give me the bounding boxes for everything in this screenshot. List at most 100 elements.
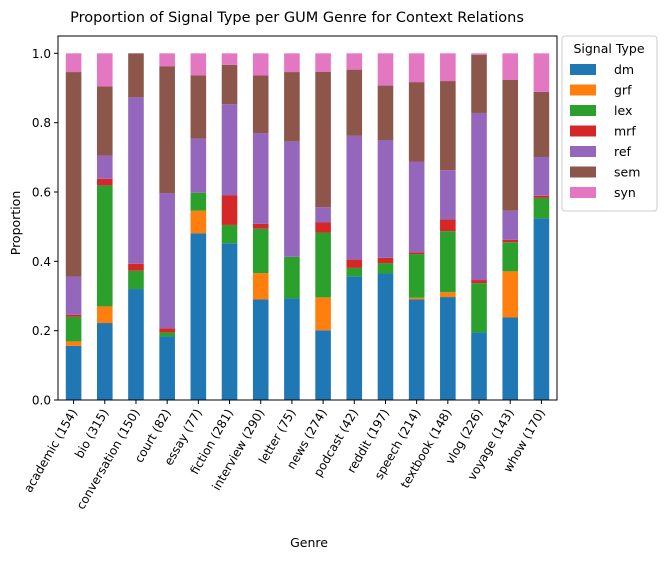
plot-frame bbox=[57, 35, 558, 401]
bar-segment-ref bbox=[440, 170, 456, 220]
bar-segment-dm bbox=[502, 317, 519, 400]
bar-segment-dm bbox=[96, 323, 113, 400]
bar-segment-ref bbox=[159, 193, 175, 329]
bar-segment-sem bbox=[408, 82, 425, 162]
x-axis-label: Genre bbox=[290, 535, 328, 550]
bar-segment-ref bbox=[190, 138, 207, 193]
bar-segment-mrf bbox=[159, 328, 175, 333]
bar-segment-ref bbox=[315, 207, 331, 223]
bar-segment-lex bbox=[533, 197, 550, 219]
legend-swatch-mrf bbox=[570, 125, 596, 137]
bar-segment-sem bbox=[284, 72, 300, 142]
bar-segment-lex bbox=[377, 263, 394, 274]
bar-segment-mrf bbox=[346, 259, 363, 268]
y-tick-label: 0.0 bbox=[32, 394, 51, 408]
legend: Signal Type dm grf lex mrf ref sem syn bbox=[561, 35, 658, 212]
legend-swatch-grf bbox=[570, 84, 596, 96]
bar-segment-sem bbox=[96, 86, 113, 156]
legend-title: Signal Type bbox=[573, 41, 644, 56]
bar-segment-mrf bbox=[128, 263, 144, 271]
bar-segment-sem bbox=[65, 72, 82, 277]
legend-swatch-lex bbox=[570, 105, 596, 116]
bar-segment-lex bbox=[221, 224, 238, 244]
bar-segment-mrf bbox=[221, 195, 238, 225]
legend-label-sem: sem bbox=[614, 165, 640, 180]
bar-segment-sem bbox=[315, 71, 331, 208]
bar-segment-lex bbox=[190, 192, 207, 211]
y-tick-label: 1.0 bbox=[32, 47, 51, 61]
bar-segment-syn bbox=[440, 53, 456, 82]
bar-segment-dm bbox=[159, 336, 175, 400]
bar-segment-lex bbox=[346, 267, 363, 277]
bar-segment-ref bbox=[346, 135, 363, 260]
bar-segment-dm bbox=[377, 273, 394, 400]
bar-segment-syn bbox=[377, 53, 394, 86]
bars-group bbox=[65, 53, 550, 400]
bar-segment-mrf bbox=[252, 223, 269, 229]
bar-segment-syn bbox=[533, 53, 550, 92]
bar-segment-ref bbox=[408, 161, 425, 253]
bar-segment-grf bbox=[190, 210, 207, 234]
bar-segment-lex bbox=[128, 270, 144, 290]
bar-segment-mrf bbox=[377, 257, 394, 264]
bar-segment-grf bbox=[408, 297, 425, 300]
bar-segment-sem bbox=[346, 69, 363, 136]
bar-segment-lex bbox=[159, 332, 175, 337]
bar-segment-dm bbox=[190, 233, 207, 400]
x-tick-label: academic (154) bbox=[21, 407, 80, 495]
bar-segment-grf bbox=[65, 341, 82, 346]
bar-segment-dm bbox=[533, 218, 550, 400]
bar-segment-syn bbox=[221, 53, 238, 65]
bar-segment-ref bbox=[533, 156, 550, 196]
bar-segment-lex bbox=[408, 254, 425, 298]
y-axis: 0.0 0.2 0.4 0.6 0.8 1.0 bbox=[32, 47, 58, 408]
bar-segment-ref bbox=[284, 141, 300, 257]
bar-segment-dm bbox=[221, 243, 238, 400]
bar-segment-lex bbox=[315, 232, 331, 298]
bar-segment-lex bbox=[252, 228, 269, 274]
legend-swatch-dm bbox=[570, 64, 596, 75]
legend-frame bbox=[561, 35, 658, 212]
bar-segment-lex bbox=[284, 256, 300, 299]
bar-segment-grf bbox=[252, 273, 269, 300]
bar-segment-grf bbox=[96, 306, 113, 324]
bar-segment-syn bbox=[159, 53, 175, 67]
bar-segment-syn bbox=[252, 53, 269, 76]
bar-segment-dm bbox=[471, 332, 487, 400]
bar-segment-sem bbox=[159, 66, 175, 194]
bar-segment-syn bbox=[284, 53, 300, 73]
bar-segment-mrf bbox=[96, 178, 113, 186]
bar-segment-mrf bbox=[533, 195, 550, 198]
bar-segment-ref bbox=[377, 140, 394, 258]
bar-segment-dm bbox=[408, 299, 425, 400]
bar-segment-dm bbox=[440, 297, 456, 400]
bar-segment-sem bbox=[471, 54, 487, 113]
bar-segment-sem bbox=[502, 79, 519, 211]
y-tick-label: 0.2 bbox=[32, 324, 51, 338]
y-tick-label: 0.8 bbox=[32, 116, 51, 130]
bar-segment-sem bbox=[440, 81, 456, 171]
bar-segment-ref bbox=[65, 276, 82, 315]
bar-segment-syn bbox=[346, 53, 363, 70]
bar-segment-mrf bbox=[502, 239, 519, 243]
y-tick-label: 0.6 bbox=[32, 186, 51, 200]
bar-segment-dm bbox=[65, 345, 82, 400]
bar-segment-mrf bbox=[471, 280, 487, 284]
bar-segment-syn bbox=[190, 53, 207, 76]
bar-segment-grf bbox=[440, 292, 456, 298]
bar-segment-syn bbox=[471, 53, 487, 55]
chart-title: Proportion of Signal Type per GUM Genre … bbox=[70, 10, 524, 26]
bar-segment-dm bbox=[252, 299, 269, 400]
bar-segment-dm bbox=[315, 330, 331, 400]
y-tick-label: 0.4 bbox=[32, 255, 51, 269]
legend-label-ref: ref bbox=[614, 144, 632, 159]
bar-segment-dm bbox=[128, 289, 144, 400]
bar-segment-ref bbox=[252, 133, 269, 224]
bar-segment-syn bbox=[408, 53, 425, 83]
bar-segment-mrf bbox=[440, 219, 456, 232]
bar-segment-syn bbox=[96, 53, 113, 87]
legend-label-grf: grf bbox=[614, 83, 632, 98]
bar-segment-dm bbox=[346, 276, 363, 400]
